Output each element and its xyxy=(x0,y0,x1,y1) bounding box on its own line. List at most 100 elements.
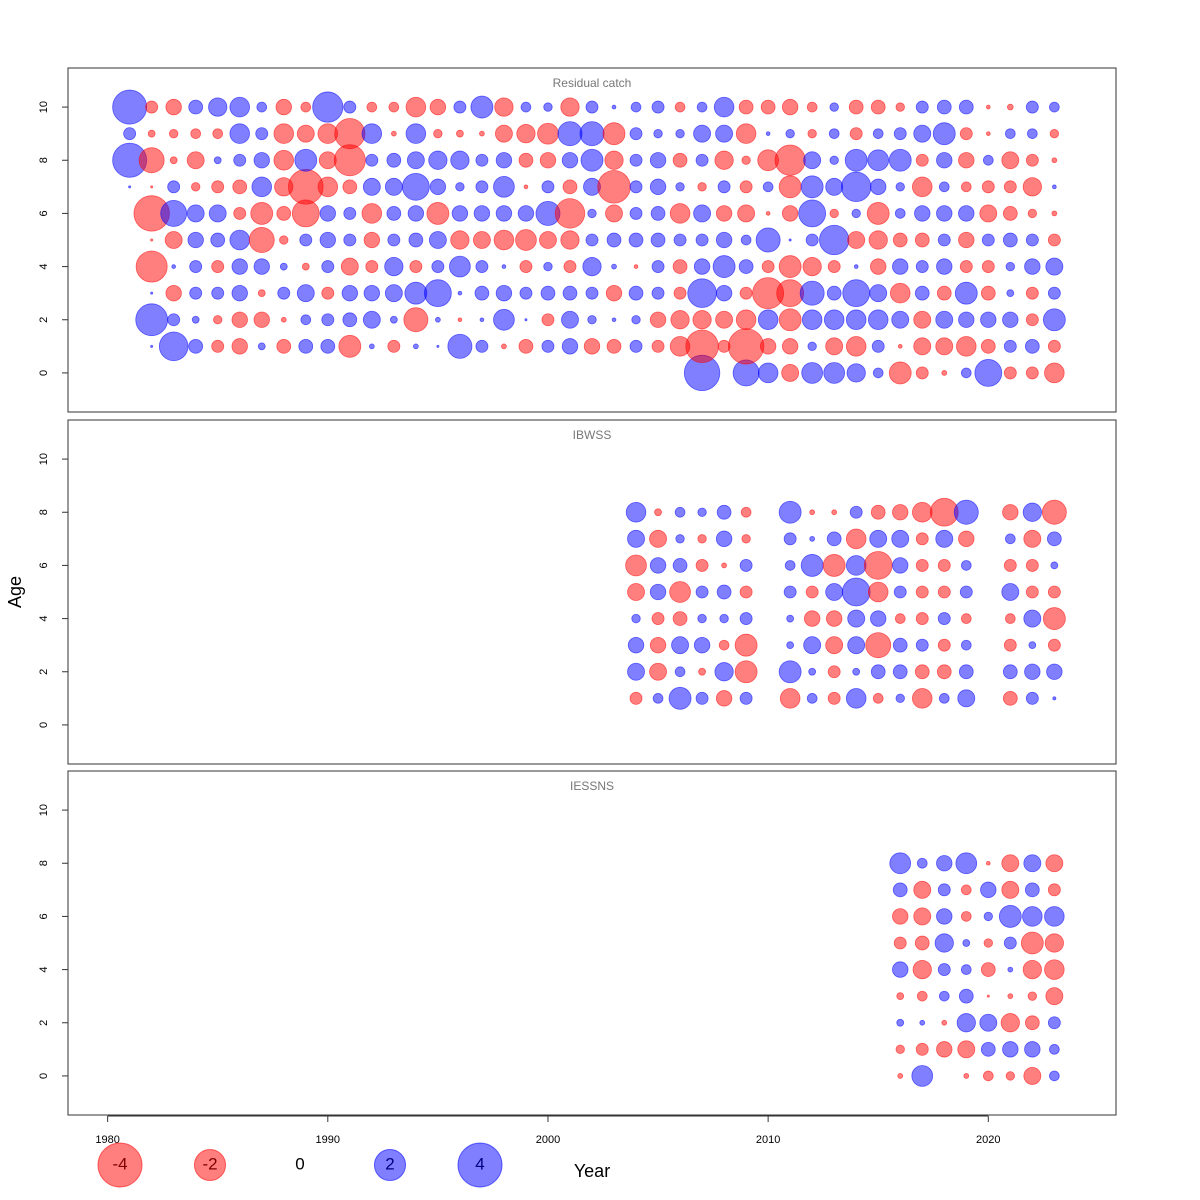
bubble xyxy=(986,994,990,998)
bubble xyxy=(343,206,357,220)
bubble xyxy=(760,99,776,115)
bubble xyxy=(1002,206,1018,221)
bubble xyxy=(1003,558,1017,572)
bubble xyxy=(280,316,287,323)
bubble xyxy=(605,284,623,302)
bubble xyxy=(889,282,911,304)
bubble xyxy=(560,97,580,117)
bubble xyxy=(937,612,951,626)
bubble xyxy=(719,613,729,624)
bubble xyxy=(582,256,602,277)
bubble xyxy=(870,99,886,115)
bubble xyxy=(1003,180,1017,194)
bubble xyxy=(799,280,825,306)
bubble xyxy=(695,585,709,599)
bubble xyxy=(914,205,931,222)
bubble xyxy=(1024,882,1040,898)
bubble xyxy=(893,936,907,950)
bubble xyxy=(447,333,473,359)
bubble xyxy=(1027,991,1037,1001)
bubble xyxy=(936,152,953,169)
bubble xyxy=(778,175,802,199)
bubble xyxy=(273,123,295,144)
bubble xyxy=(809,535,816,542)
bubble xyxy=(894,208,906,219)
bubble xyxy=(674,506,686,518)
bubble xyxy=(563,260,577,274)
bubble xyxy=(649,557,667,574)
bubble xyxy=(540,285,556,301)
bubble xyxy=(1047,638,1061,652)
bubble xyxy=(1042,607,1066,630)
bubble xyxy=(894,613,906,624)
bubble xyxy=(738,259,754,274)
bubble xyxy=(150,291,154,295)
legend-label: 2 xyxy=(385,1154,394,1173)
bubble xyxy=(935,529,954,548)
bubble xyxy=(893,127,907,141)
y-tick-label: 10 xyxy=(38,804,50,816)
bubble xyxy=(561,338,579,355)
bubble xyxy=(1000,1013,1020,1033)
x-tick-label: 2020 xyxy=(976,1134,1000,1146)
bubble xyxy=(654,508,662,517)
bubble xyxy=(343,100,357,114)
bubble xyxy=(210,232,226,248)
bubble xyxy=(1049,101,1060,113)
bubble xyxy=(675,129,685,139)
bubble xyxy=(1022,502,1042,522)
bubble xyxy=(941,1019,948,1026)
bubble xyxy=(671,636,689,655)
bubble xyxy=(189,260,203,274)
bubble xyxy=(831,509,838,516)
bubble xyxy=(847,636,866,655)
bubble xyxy=(213,156,222,165)
bubble xyxy=(312,91,344,123)
bubble xyxy=(715,284,733,302)
bubble xyxy=(693,124,712,143)
bubble xyxy=(781,338,799,355)
bubble xyxy=(778,255,802,278)
bubble xyxy=(852,667,861,676)
bubble xyxy=(365,260,379,274)
bubble xyxy=(296,124,315,143)
bubble xyxy=(605,204,623,223)
bubble xyxy=(695,691,709,705)
bubble xyxy=(980,338,996,354)
bubble xyxy=(959,127,973,141)
bubble xyxy=(765,211,771,216)
bubble xyxy=(938,990,950,1002)
bubble xyxy=(957,1040,976,1059)
bubble xyxy=(611,263,617,270)
panel-frame xyxy=(67,770,1117,1116)
bubble xyxy=(138,147,165,174)
bubble xyxy=(517,205,535,222)
bubble xyxy=(960,181,972,193)
bubble xyxy=(187,231,204,249)
bubble xyxy=(893,585,907,599)
bubble xyxy=(938,181,950,193)
bubble xyxy=(457,290,463,296)
bubble xyxy=(915,1042,929,1056)
bubble xyxy=(554,198,586,229)
bubble xyxy=(806,101,818,113)
y-tick-label: 6 xyxy=(38,913,50,919)
bubble xyxy=(867,309,889,330)
bubble xyxy=(1044,959,1065,980)
bubble xyxy=(158,331,189,362)
bubble xyxy=(937,233,951,247)
x-tick-label: 2000 xyxy=(536,1134,560,1146)
bubble xyxy=(407,205,425,222)
bubble xyxy=(981,180,995,194)
bubble xyxy=(1049,1070,1060,1082)
bubble xyxy=(668,686,692,710)
y-tick-label: 0 xyxy=(38,1073,50,1079)
legend-label: 0 xyxy=(295,1154,304,1173)
bubble xyxy=(781,205,799,222)
bubble xyxy=(231,284,248,302)
y-tick-label: 4 xyxy=(38,967,50,973)
bubble xyxy=(169,129,179,139)
bubble xyxy=(300,314,312,326)
bubble xyxy=(1050,561,1059,570)
y-tick-label: 6 xyxy=(38,562,50,568)
